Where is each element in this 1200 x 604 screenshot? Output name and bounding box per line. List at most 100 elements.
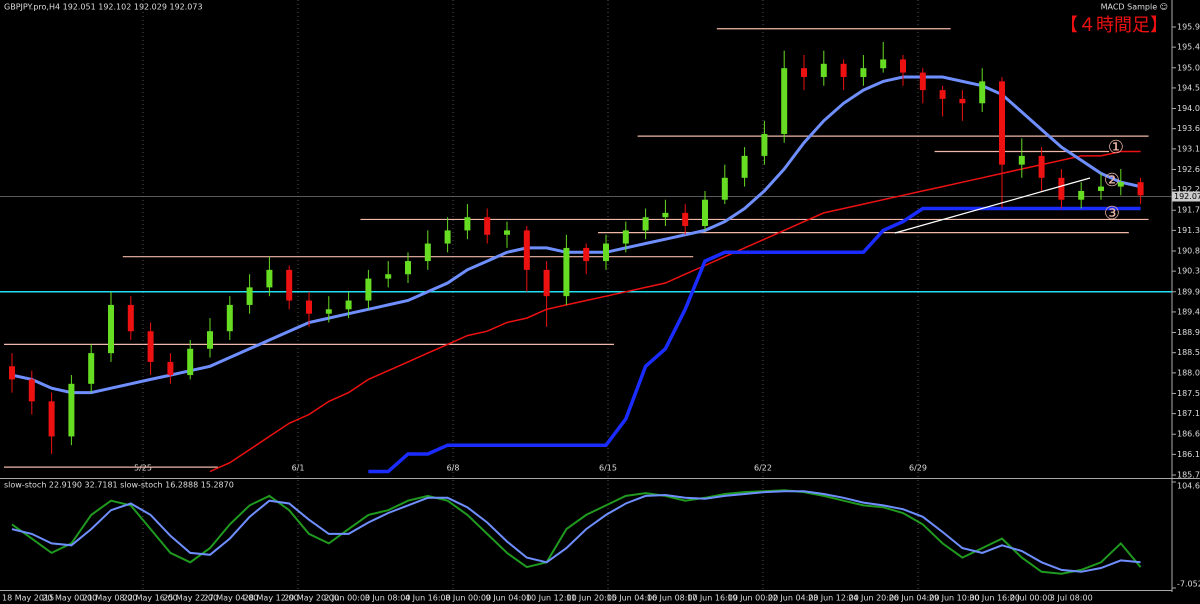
- candle-body: [702, 199, 708, 227]
- candle-body: [622, 230, 629, 244]
- y-tick-label: 104.6951: [1177, 482, 1200, 491]
- candle-body: [801, 68, 807, 77]
- candle-body: [48, 401, 55, 437]
- candle-body: [563, 247, 570, 297]
- timeframe-label: 【４時間足】: [1060, 15, 1168, 36]
- x-tick-label: 28 May 12:00: [244, 594, 299, 603]
- candle-body: [642, 217, 649, 231]
- y-tick-label: 189.440: [1177, 307, 1200, 316]
- candle-body: [662, 212, 669, 218]
- y-tick-label: 195.010: [1177, 63, 1200, 72]
- candle-body: [405, 261, 411, 275]
- candle-body: [919, 72, 926, 91]
- candle-body: [721, 177, 728, 200]
- candle-body: [741, 155, 748, 178]
- candle-body: [385, 274, 392, 279]
- candle-body: [999, 81, 1005, 165]
- x-tick-label: 10 Jun 12:00: [526, 594, 577, 603]
- candle-body: [365, 278, 372, 301]
- x-tick-label: 9 Jun 04:00: [486, 594, 532, 603]
- x-tick-label: 2 Jul 00:00: [1010, 594, 1053, 603]
- y-tick-label: 187.580: [1177, 389, 1200, 398]
- candle-body: [28, 379, 35, 402]
- candle-body: [860, 68, 867, 77]
- x-tick-label: 24 Jun 20:00: [848, 594, 899, 603]
- y-tick-label: 190.370: [1177, 267, 1200, 276]
- candle-body: [147, 331, 154, 362]
- indicator-name: MACD Sample ☺: [1101, 3, 1168, 12]
- x-tick-label: 3 Jun 08:00: [365, 594, 411, 603]
- candle-body: [900, 59, 906, 73]
- candle-body: [9, 366, 15, 380]
- x-tick-label: 18 May 2015: [2, 594, 54, 603]
- candle-body: [1018, 155, 1025, 165]
- candle-body: [167, 361, 174, 376]
- y-tick-label: 194.080: [1177, 104, 1200, 113]
- y-tick-label: 186.190: [1177, 450, 1200, 459]
- period-label: 6/8: [447, 464, 460, 473]
- stoch-line: [11, 490, 1141, 573]
- y-tick-label: 186.650: [1177, 430, 1200, 439]
- y-tick-label: 194.550: [1177, 83, 1200, 92]
- marker: ③: [1104, 203, 1120, 224]
- candle-body: [939, 90, 946, 99]
- candle-body: [444, 230, 451, 244]
- candle-body: [1078, 190, 1085, 200]
- x-tick-label: 30 Jun 16:00: [969, 594, 1020, 603]
- y-tick-label: 188.050: [1177, 368, 1200, 377]
- candle-body: [1137, 182, 1144, 196]
- y-tick-label: 187.120: [1177, 409, 1200, 418]
- period-label: 6/15: [599, 464, 617, 473]
- candle-body: [504, 230, 510, 235]
- x-tick-label: 25 May 22:00: [163, 594, 218, 603]
- stoch-title: slow-stoch 22.9190 32.7181 slow-stoch 16…: [4, 481, 234, 490]
- period-label: 5/25: [134, 464, 152, 473]
- candle-body: [464, 217, 471, 231]
- candle-body: [523, 230, 530, 270]
- candle-body: [424, 243, 431, 262]
- x-tick-label: 22 May 16:00: [123, 594, 178, 603]
- candle-body: [306, 300, 312, 314]
- x-tick-label: 3 Jul 08:00: [1050, 594, 1093, 603]
- candle-body: [682, 212, 689, 227]
- y-tick-label: -7.0521: [1177, 580, 1200, 589]
- candle-body: [1038, 155, 1045, 178]
- x-tick-label: 4 Jun 16:00: [405, 594, 451, 603]
- y-tick-label: 195.480: [1177, 43, 1200, 52]
- candle-body: [840, 63, 847, 77]
- candle-body: [761, 133, 768, 156]
- header: GBPJPY.pro,H4 192.051 192.102 192.029 19…: [4, 3, 203, 12]
- y-tick-label: 188.970: [1177, 328, 1200, 337]
- candle-body: [781, 68, 788, 134]
- y-tick-label: 193.160: [1177, 144, 1200, 153]
- y-tick-label: 192.230: [1177, 185, 1200, 194]
- current-price-box: [1172, 191, 1200, 202]
- x-tick-label: 22 Jun 04:00: [768, 594, 819, 603]
- candle-body: [1117, 182, 1124, 187]
- x-tick-label: 20 May 00:00: [42, 594, 97, 603]
- y-tick-label: 189.900: [1177, 287, 1200, 296]
- candle-body: [959, 98, 966, 104]
- candle-body: [484, 217, 491, 235]
- y-tick-label: 191.760: [1177, 206, 1200, 215]
- candle-body: [68, 383, 75, 437]
- x-tick-label: 16 Jun 08:00: [647, 594, 698, 603]
- trend-line: [894, 177, 1091, 234]
- candle-body: [187, 348, 194, 376]
- y-tick-label: 192.690: [1177, 165, 1200, 174]
- period-label: 6/22: [754, 464, 772, 473]
- candle-body: [979, 81, 986, 104]
- candle-body: [583, 247, 590, 262]
- y-tick-label: 190.830: [1177, 247, 1200, 256]
- candle-body: [1098, 186, 1104, 191]
- x-tick-label: 2 Jun 00:00: [324, 594, 370, 603]
- candle-body: [286, 269, 293, 301]
- x-tick-label: 8 Jun 00:00: [445, 594, 491, 603]
- x-tick-label: 27 May 04:00: [204, 594, 259, 603]
- candle-body: [603, 243, 609, 262]
- candle-body: [207, 331, 213, 349]
- y-tick-label: 191.300: [1177, 226, 1200, 235]
